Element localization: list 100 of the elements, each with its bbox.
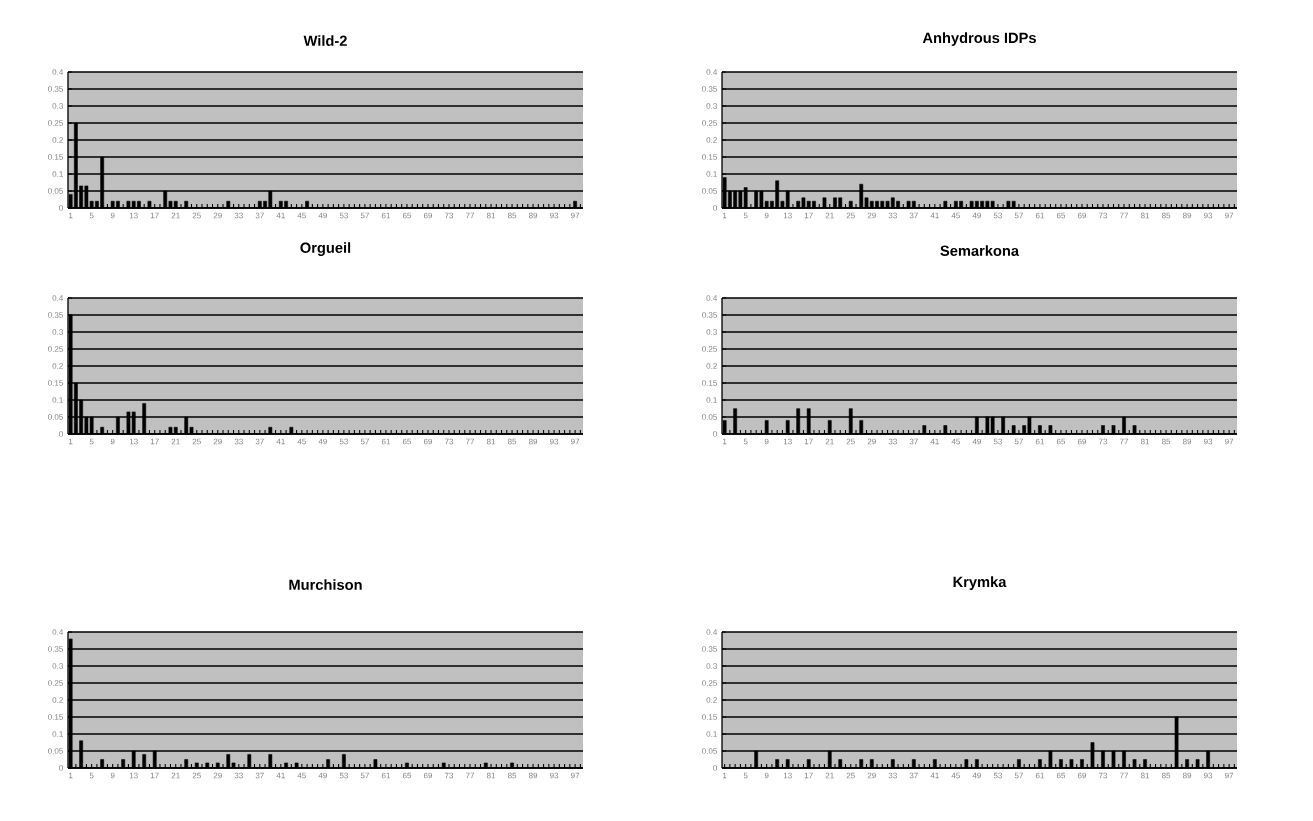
x-tick-label: 89 (528, 438, 538, 445)
x-tick-label: 97 (571, 212, 580, 219)
y-tick-label: 0.05 (702, 188, 717, 194)
y-tick-label: 0.05 (702, 748, 717, 754)
x-tick-label: 65 (1056, 438, 1066, 445)
x-tick-label: 5 (89, 438, 94, 445)
y-tick-label: 0.15 (48, 380, 63, 386)
x-tick-label: 25 (846, 212, 855, 219)
chart-title: Semarkona (940, 245, 1020, 256)
y-tick-label: 0.15 (48, 154, 63, 160)
y-tick-label: 0.15 (702, 154, 717, 160)
x-tick-label: 5 (89, 772, 94, 779)
x-tick-label: 53 (993, 438, 1002, 445)
y-tick-label: 0.3 (52, 103, 63, 109)
x-tick-label: 25 (192, 212, 201, 219)
y-tick-label: 0.35 (702, 646, 717, 652)
x-tick-label: 69 (423, 772, 433, 779)
x-tick-label: 9 (764, 212, 769, 219)
x-tick-label: 69 (1077, 438, 1087, 445)
x-tick-label: 53 (339, 438, 348, 445)
x-tick-label: 17 (804, 438, 813, 445)
x-tick-label: 81 (1140, 772, 1150, 779)
x-tick-label: 1 (69, 772, 73, 779)
y-tick-label: 0.4 (52, 629, 64, 635)
y-tick-label: 0.2 (52, 363, 63, 369)
x-tick-label: 45 (297, 212, 306, 219)
x-tick-label: 93 (1204, 772, 1213, 779)
x-tick-label: 21 (171, 438, 180, 445)
x-tick-label: 57 (1014, 438, 1023, 445)
y-tick-label: 0.4 (706, 69, 718, 75)
x-tick-label: 97 (571, 772, 580, 779)
x-tick-label: 37 (255, 438, 264, 445)
x-tick-label: 57 (360, 772, 369, 779)
x-tick-label: 97 (1225, 438, 1234, 445)
x-tick-label: 85 (1161, 438, 1171, 445)
x-tick-label: 5 (743, 212, 748, 219)
x-tick-label: 29 (213, 772, 222, 779)
x-tick-label: 49 (318, 438, 327, 445)
x-tick-label: 73 (444, 438, 454, 445)
x-tick-label: 13 (129, 772, 138, 779)
x-tick-label: 45 (297, 772, 306, 779)
x-tick-label: 17 (804, 772, 813, 779)
x-tick-label: 29 (867, 212, 876, 219)
x-tick-label: 73 (1098, 212, 1108, 219)
x-tick-label: 5 (89, 212, 94, 219)
y-tick-label: 0.3 (706, 663, 717, 669)
x-tick-label: 41 (276, 772, 285, 779)
x-tick-label: 13 (783, 772, 792, 779)
x-tick-label: 21 (171, 772, 180, 779)
y-tick-label: 0.25 (48, 120, 63, 126)
x-tick-label: 61 (1035, 438, 1044, 445)
x-tick-label: 81 (486, 438, 496, 445)
y-tick-label: 0.4 (706, 629, 718, 635)
x-tick-label: 13 (129, 438, 138, 445)
x-tick-label: 45 (297, 438, 306, 445)
x-tick-label: 57 (360, 212, 369, 219)
x-tick-label: 89 (1182, 438, 1192, 445)
y-tick-label: 0.4 (52, 295, 64, 301)
y-tick-label: 0 (59, 765, 63, 771)
y-tick-label: 0 (713, 765, 717, 771)
x-tick-label: 53 (993, 772, 1002, 779)
y-tick-label: 0.1 (52, 171, 63, 177)
x-tick-label: 17 (150, 438, 159, 445)
x-tick-label: 53 (993, 212, 1002, 219)
x-tick-label: 33 (234, 438, 243, 445)
x-tick-label: 37 (255, 212, 264, 219)
x-tick-label: 61 (1035, 212, 1044, 219)
x-tick-label: 61 (1035, 772, 1044, 779)
x-tick-label: 53 (339, 772, 348, 779)
x-tick-label: 21 (825, 212, 834, 219)
x-tick-label: 13 (783, 438, 792, 445)
x-tick-label: 33 (888, 438, 897, 445)
x-tick-label: 49 (318, 772, 327, 779)
x-tick-label: 37 (909, 212, 918, 219)
x-tick-label: 37 (909, 438, 918, 445)
x-tick-label: 65 (1056, 772, 1066, 779)
x-tick-label: 73 (1098, 438, 1108, 445)
x-tick-label: 9 (764, 438, 769, 445)
x-tick-label: 25 (192, 438, 201, 445)
x-tick-label: 21 (171, 212, 180, 219)
y-tick-label: 0.25 (48, 346, 63, 352)
x-tick-label: 93 (550, 438, 559, 445)
x-tick-label: 1 (69, 438, 73, 445)
x-tick-label: 33 (888, 212, 897, 219)
x-tick-label: 85 (507, 438, 517, 445)
x-tick-label: 97 (571, 438, 580, 445)
x-tick-label: 5 (743, 772, 748, 779)
y-tick-label: 0.3 (52, 663, 63, 669)
x-tick-label: 9 (764, 772, 769, 779)
chart-title: Krymka (953, 576, 1007, 590)
x-tick-label: 65 (402, 772, 412, 779)
y-tick-label: 0.2 (52, 697, 63, 703)
x-tick-label: 25 (846, 772, 855, 779)
x-tick-label: 77 (1119, 438, 1129, 445)
x-tick-label: 93 (1204, 212, 1213, 219)
x-tick-label: 41 (930, 438, 939, 445)
x-tick-label: 21 (825, 438, 834, 445)
y-tick-label: 0.35 (48, 86, 63, 92)
x-tick-label: 57 (1014, 212, 1023, 219)
x-tick-label: 41 (930, 212, 939, 219)
